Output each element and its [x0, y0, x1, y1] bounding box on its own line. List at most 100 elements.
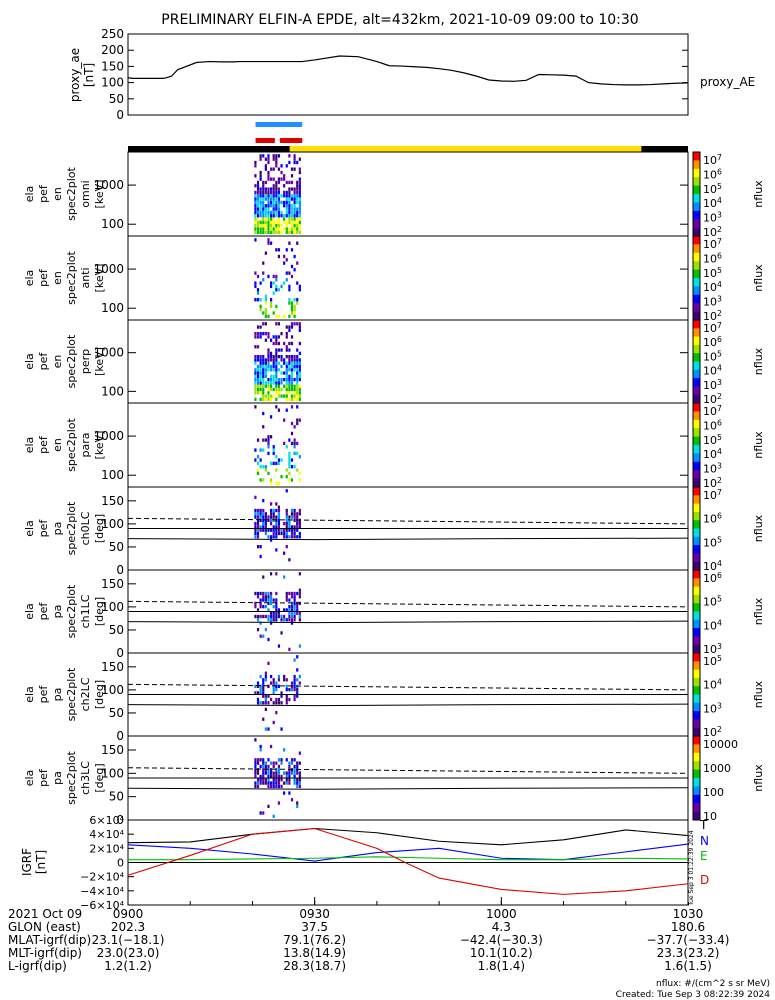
spectrogram-cell [293, 227, 296, 231]
spectrogram-cell [275, 778, 278, 782]
spectrogram-cell [259, 758, 262, 762]
spectrogram-cell [293, 518, 296, 523]
spectrogram-cell [254, 601, 257, 606]
spectrogram-cell [277, 774, 281, 779]
spectrogram-cell [275, 608, 278, 612]
igrf-series-N [127, 843, 689, 862]
colorbar-tick-label: 106 [703, 418, 722, 432]
spectrogram-cell [277, 394, 281, 398]
spectrogram-cell [269, 518, 273, 523]
spectrogram-cell [272, 210, 275, 215]
colorbar-segment [693, 542, 700, 546]
spectrogram-cell [275, 322, 278, 326]
spectrogram-cell [264, 374, 267, 379]
spectrogram-cell [277, 778, 281, 782]
spectrogram-cell [269, 502, 273, 506]
spectrogram-cell [259, 634, 262, 638]
spectrogram-cell [275, 227, 278, 231]
spectrogram-cell [296, 804, 299, 809]
spectrogram-cell [296, 187, 299, 191]
spectrogram-cell [280, 332, 283, 336]
colorbar-segment [693, 383, 700, 387]
spectrogram-cell [298, 204, 301, 208]
spectrogram-cell [280, 778, 283, 782]
spectrogram-cell [264, 301, 267, 305]
spectrogram-cell [288, 471, 291, 476]
igrf-series-E [128, 856, 689, 861]
spectrogram-panel-ch0LC [254, 489, 301, 562]
spectrogram-cell [264, 322, 267, 326]
spectrogram-cell [283, 214, 286, 218]
spectrogram-cell [264, 781, 267, 785]
proxy-ae-ytick-label: 50 [109, 92, 124, 106]
spectrogram-cell [293, 598, 296, 602]
spectrogram-cell [256, 355, 260, 359]
spectrogram-cell [293, 394, 296, 398]
spectrogram-cell [283, 281, 286, 285]
spectrogram-cell [298, 325, 301, 329]
spectrogram-cell [290, 180, 294, 185]
spectrogram-cell [277, 378, 281, 382]
spectrogram-cell [280, 531, 283, 536]
spectrogram-cell [277, 481, 281, 485]
spectrogram-cell [267, 194, 270, 198]
colorbar-segment [693, 205, 700, 209]
spectrogram-cell [262, 387, 265, 392]
spectrogram-cell [267, 435, 270, 439]
spectrogram-cell [288, 194, 291, 198]
spectrogram-ylabel: ela [23, 770, 36, 787]
spectrogram-ylabel: spec2plot [65, 501, 78, 555]
spectrogram-cell [285, 528, 288, 532]
spectrogram-cell [298, 351, 301, 356]
colorbar-segment [693, 244, 700, 248]
spectrogram-cell [256, 204, 260, 208]
spectrogram-cell [254, 458, 257, 462]
spectrogram-cell [256, 291, 260, 295]
colorbar-segment [693, 797, 700, 801]
spectrogram-cell [275, 455, 278, 459]
spectrogram-cell [296, 220, 299, 225]
spectrogram-cell [296, 230, 299, 234]
spectrogram-cell [285, 345, 288, 349]
spectrogram-cell [293, 187, 296, 191]
spectrogram-cell [262, 778, 265, 782]
spectrogram-cell [254, 371, 257, 375]
spectrogram-cell [256, 368, 260, 372]
spectrogram-cell [259, 174, 262, 178]
spectrogram-cell [290, 217, 294, 221]
spectrogram-cell [272, 358, 275, 362]
spectrogram-cell [262, 187, 265, 191]
spectrogram-cell [254, 508, 257, 513]
spectrogram-cell [290, 405, 294, 409]
spectrogram-cell [264, 465, 267, 469]
igrf-series-T [127, 827, 689, 846]
spectrogram-cell [256, 190, 260, 195]
proxy-ae-ytick-label: 100 [101, 76, 124, 90]
spectrogram-cell [288, 227, 291, 231]
spectrogram-cell [298, 364, 301, 369]
spectrogram-cell [269, 774, 273, 779]
spectrogram-cell [259, 508, 262, 513]
colorbar-segment [693, 400, 700, 404]
spectrogram-cell [277, 458, 281, 462]
colorbar-segment [693, 531, 700, 535]
spectrogram-cell [288, 154, 291, 158]
colorbar-segment [693, 461, 700, 466]
spectrogram-cell [267, 204, 270, 208]
spectrogram-cell [272, 448, 275, 452]
spectrogram-cell [288, 591, 291, 596]
spectrogram-cell [277, 515, 281, 519]
spectrogram-cell [264, 768, 267, 772]
colorbar-segment [693, 152, 700, 156]
colorbar-segment [693, 431, 700, 435]
spectrogram-cell [296, 522, 299, 526]
spectrogram-cell [264, 595, 267, 599]
spectrogram-cell [259, 325, 262, 329]
spectrogram-cell [262, 207, 265, 211]
spectrogram-cell [256, 628, 260, 632]
spectrogram-cell [288, 214, 291, 218]
spectrogram-cell [262, 438, 265, 442]
spectrogram-cell [267, 381, 270, 385]
colorbar-tick-label: 105 [703, 535, 722, 549]
spectrogram-cell [264, 361, 267, 365]
